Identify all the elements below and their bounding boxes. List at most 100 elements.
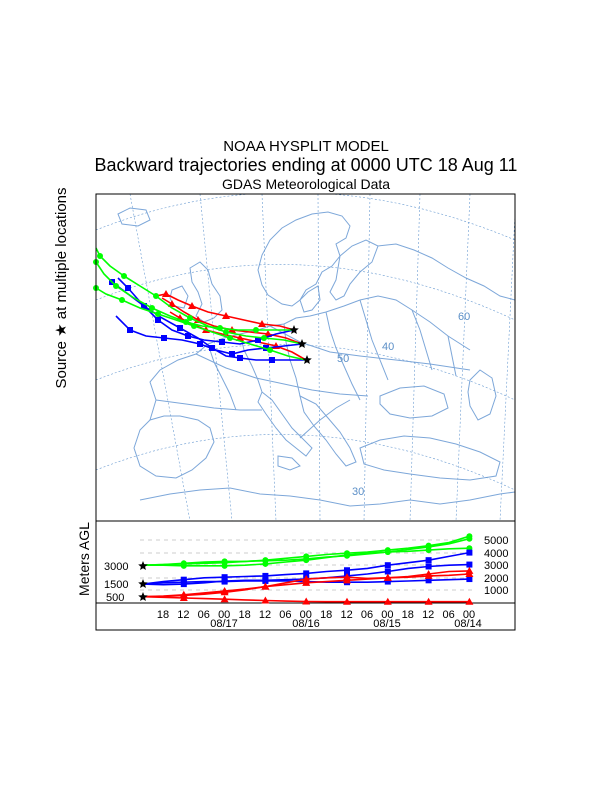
profile-trajectory-marker — [220, 595, 229, 603]
map-trajectory-marker — [222, 312, 230, 319]
profile-trajectory-marker — [221, 574, 228, 581]
profile-trajectory-marker — [383, 573, 392, 581]
map-trajectory-marker — [227, 335, 233, 341]
lat-label-30: 30 — [352, 486, 364, 498]
profile-right-ticks: 5000 4000 3000 2000 1000 — [484, 535, 508, 597]
hour-tick-label: 18 — [402, 609, 414, 621]
lat-label-60: 60 — [458, 311, 470, 323]
right-tick-4000: 4000 — [484, 548, 508, 560]
profile-frame — [95, 520, 516, 631]
hour-tick-label: 12 — [177, 609, 189, 621]
profile-trajectory-marker — [220, 587, 229, 595]
date-labels: 08/17 08/16 08/15 08/14 — [210, 618, 482, 630]
source-star — [289, 325, 299, 334]
profile-trajectory — [142, 570, 474, 598]
profile-trajectory-marker — [302, 575, 311, 583]
profile-trajectory-marker — [465, 570, 474, 578]
map-trajectory-line — [155, 293, 295, 331]
hour-tick-label: 18 — [157, 609, 169, 621]
map-trajectory-marker — [187, 315, 193, 321]
height-profile-panel: 5000 4000 3000 2000 1000 3000 1500 500 1… — [95, 520, 516, 631]
hour-tick-label: 00 — [218, 609, 230, 621]
source-star — [302, 355, 312, 364]
map-trajectory-marker — [229, 351, 235, 357]
date-label: 08/15 — [373, 618, 401, 630]
hour-tick-label: 00 — [300, 609, 312, 621]
map-trajectory-marker — [97, 253, 103, 259]
profile-trajectory-marker — [425, 563, 432, 570]
profile-trajectory-marker — [424, 571, 433, 579]
profile-trajectory-marker — [384, 568, 391, 575]
map-trajectory — [95, 247, 303, 345]
map-trajectory-marker — [125, 285, 131, 291]
map-trajectory-marker — [162, 290, 170, 297]
map-trajectory-marker — [267, 347, 273, 353]
profile-trajectory-marker — [261, 582, 270, 590]
hour-tick-label: 06 — [442, 609, 454, 621]
date-label: 08/16 — [292, 618, 320, 630]
map-trajectory-marker — [261, 335, 267, 341]
profile-trajectory-marker — [465, 597, 474, 605]
date-label: 08/14 — [454, 618, 482, 630]
profile-trajectory-marker — [302, 597, 311, 605]
profile-trajectory-marker — [384, 578, 391, 585]
map-trajectory — [155, 290, 295, 331]
profile-trajectory-marker — [383, 597, 392, 605]
profile-trajectory-marker — [221, 559, 228, 566]
profile-trajectory-marker — [343, 576, 351, 584]
profile-trajectory-marker — [344, 567, 350, 574]
map-trajectory-marker — [258, 320, 266, 327]
profile-trajectory-marker — [466, 533, 473, 540]
profile-trajectory-marker — [261, 596, 270, 604]
profile-trajectory — [142, 533, 473, 567]
start-star-3000 — [138, 561, 148, 570]
graticule — [96, 194, 515, 521]
profile-trajectory-marker — [425, 547, 432, 554]
hour-tick-labels: 18 12 06 00 18 12 06 00 18 12 06 00 18 12 06 00 — [157, 609, 475, 621]
map-trajectory — [93, 285, 307, 361]
map-trajectory-marker — [209, 345, 215, 351]
map-trajectory-marker — [127, 327, 133, 333]
profile-trajectory-marker — [466, 576, 473, 583]
lat-label-40: 40 — [382, 341, 394, 353]
map-trajectory-marker — [155, 311, 161, 317]
profile-trajectory-marker — [262, 577, 269, 584]
profile-trajectory-marker — [180, 579, 187, 586]
hour-tick-label: 12 — [422, 609, 434, 621]
profile-trajectory-marker — [425, 577, 432, 584]
hour-tick-label: 12 — [259, 609, 271, 621]
right-tick-1000: 1000 — [484, 585, 508, 597]
map-trajectory-marker — [141, 303, 147, 309]
right-tick-5000: 5000 — [484, 535, 508, 547]
hour-tick-label: 00 — [463, 609, 475, 621]
start-star-500 — [138, 592, 148, 601]
profile-trajectory-marker — [425, 542, 432, 549]
map-trajectory-marker — [121, 273, 127, 279]
profile-trajectory-marker — [384, 547, 391, 554]
map-trajectory-marker — [185, 333, 191, 339]
map-trajectory-marker — [197, 341, 203, 347]
trajectory-lines — [93, 247, 312, 364]
hour-tick-label: 00 — [381, 609, 393, 621]
hour-tick-label: 06 — [361, 609, 373, 621]
start-level-500: 500 — [106, 592, 124, 604]
profile-trajectory-marker — [466, 561, 473, 568]
profile-trajectory-marker — [424, 597, 433, 605]
profile-trajectory-marker — [344, 550, 350, 557]
date-label: 08/17 — [210, 618, 238, 630]
map-trajectory-marker — [236, 334, 244, 341]
start-level-1500: 1500 — [104, 579, 128, 591]
right-tick-2000: 2000 — [484, 573, 508, 585]
map-trajectory-marker — [219, 339, 225, 345]
profile-trajectory-marker — [303, 553, 310, 560]
map-trajectory-marker — [177, 325, 183, 331]
profile-trajectory-marker — [262, 557, 269, 564]
map-trajectory-marker — [255, 337, 261, 343]
map-trajectory-marker — [168, 300, 176, 307]
map-trajectory-marker — [119, 297, 125, 303]
map-trajectory-marker — [253, 327, 259, 333]
map-panel: 60 50 40 30 — [93, 193, 516, 522]
lat-label-50: 50 — [337, 353, 349, 365]
profile-trajectory-marker — [179, 593, 188, 601]
